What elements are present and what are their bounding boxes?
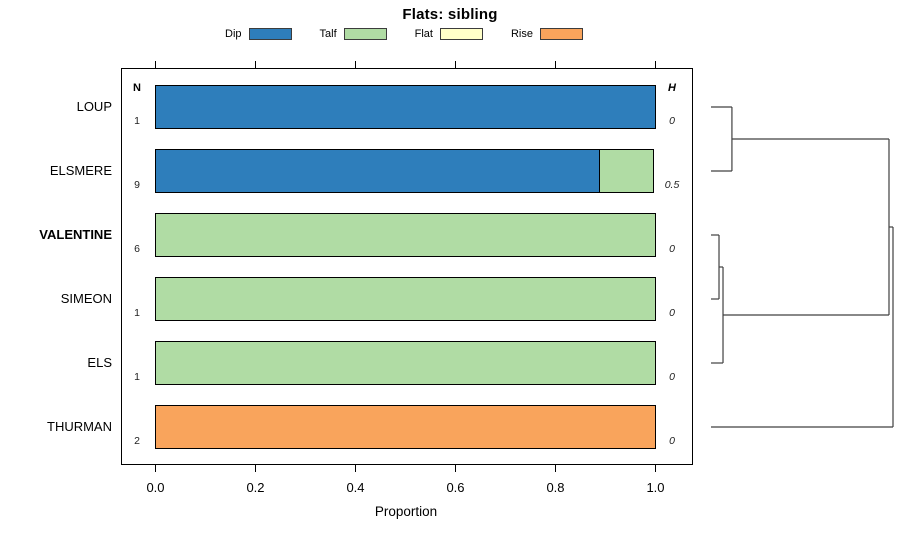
legend-swatch-rise (540, 27, 583, 40)
top-axis-tick-0.4 (354, 61, 357, 68)
legend-item-flat: Flat (414, 27, 483, 40)
bar-valentine (155, 213, 656, 257)
n-value-loup: 1 (134, 115, 140, 127)
legend-item-talf: Talf (319, 27, 387, 40)
row-label-els: ELS (87, 355, 112, 370)
bar-segment-valentine-talf (155, 213, 656, 257)
bar-segment-elsmere-talf (598, 149, 655, 193)
bottom-axis-tick-1.0 (654, 465, 657, 472)
x-tick-label-0.4: 0.4 (346, 480, 365, 495)
bar-thurman (155, 405, 656, 449)
bar-segment-loup-dip (155, 85, 656, 129)
row-label-thurman: THURMAN (47, 419, 112, 434)
h-column-header: H (668, 82, 676, 94)
plot-area (121, 68, 693, 465)
x-axis-title: Proportion (374, 504, 438, 519)
bottom-axis-tick-0.4 (354, 465, 357, 472)
x-tick-label-0.8: 0.8 (546, 480, 565, 495)
bottom-axis-tick-0.2 (254, 465, 257, 472)
bottom-axis-tick-0.8 (554, 465, 557, 472)
bar-segment-thurman-rise (155, 405, 656, 449)
n-value-els: 1 (134, 371, 140, 383)
top-axis-tick-0.8 (554, 61, 557, 68)
h-value-loup: 0 (669, 115, 675, 127)
legend-swatch-dip (248, 27, 292, 40)
n-value-simeon: 1 (134, 307, 140, 319)
x-tick-label-1.0: 1.0 (646, 480, 665, 495)
n-value-valentine: 6 (134, 243, 140, 255)
row-label-elsmere: ELSMERE (49, 163, 112, 178)
row-label-loup: LOUP (76, 99, 112, 114)
bar-elsmere (155, 149, 656, 193)
h-value-thurman: 0 (669, 435, 675, 447)
legend-swatch-talf (343, 27, 387, 40)
bottom-axis-tick-0.6 (454, 465, 457, 472)
n-column-header: N (133, 82, 141, 94)
top-axis-tick-1.0 (654, 61, 657, 68)
legend-label: Rise (510, 27, 533, 40)
h-value-els: 0 (669, 371, 675, 383)
h-value-elsmere: 0.5 (664, 179, 680, 191)
bar-segment-elsmere-dip (155, 149, 601, 193)
x-tick-label-0.2: 0.2 (246, 480, 265, 495)
top-axis-tick-0.2 (254, 61, 257, 68)
bottom-axis-tick-0.0 (154, 465, 157, 472)
top-axis-tick-0.0 (154, 61, 157, 68)
bar-segment-simeon-talf (155, 277, 656, 321)
legend-swatch-flat (439, 27, 483, 40)
bar-segment-els-talf (155, 341, 656, 385)
legend-item-rise: Rise (510, 27, 583, 40)
row-label-valentine: VALENTINE (39, 227, 112, 242)
legend-label: Flat (414, 27, 433, 40)
legend-label: Dip (225, 27, 242, 40)
h-value-valentine: 0 (669, 243, 675, 255)
h-value-simeon: 0 (669, 307, 675, 319)
legend-label: Talf (319, 27, 337, 40)
bar-els (155, 341, 656, 385)
legend-item-dip: Dip (225, 27, 292, 40)
bar-simeon (155, 277, 656, 321)
bar-loup (155, 85, 656, 129)
legend: Dip Talf Flat Rise (0, 26, 808, 41)
n-value-elsmere: 9 (134, 179, 140, 191)
x-tick-label-0.0: 0.0 (146, 480, 165, 495)
n-value-thurman: 2 (134, 435, 140, 447)
x-tick-label-0.6: 0.6 (446, 480, 465, 495)
chart-title: Flats: sibling (402, 6, 498, 23)
top-axis-tick-0.6 (454, 61, 457, 68)
row-label-simeon: SIMEON (60, 291, 112, 306)
